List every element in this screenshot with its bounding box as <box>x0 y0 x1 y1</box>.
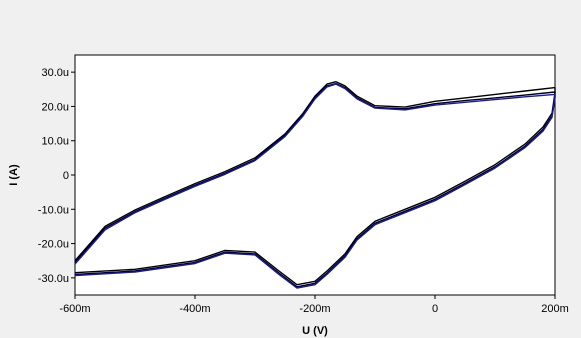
x-axis: -600m -400m -200m 0 200m <box>59 295 569 315</box>
x-axis-title: U (V) <box>302 325 328 337</box>
series-line-3 <box>74 83 556 289</box>
series-line-2 <box>74 82 556 288</box>
y-axis: 30.0u 20.0u 10.0u 0 -10.0u -20.0u -30.0u <box>38 67 75 285</box>
x-tick-label: -200m <box>299 303 330 315</box>
series-line-1 <box>74 81 556 286</box>
y-tick-label: 30.0u <box>41 67 69 79</box>
x-tick-label: 200m <box>541 303 569 315</box>
y-axis-title: I (A) <box>8 164 20 186</box>
x-tick-label: -400m <box>179 303 210 315</box>
y-tick-label: -10.0u <box>38 204 69 216</box>
y-tick-label: 10.0u <box>41 136 69 148</box>
x-tick-label: 0 <box>432 303 438 315</box>
y-tick-label: 20.0u <box>41 101 69 113</box>
y-tick-label: 0 <box>63 170 69 182</box>
x-tick-label: -600m <box>59 303 90 315</box>
y-tick-label: -30.0u <box>38 273 69 285</box>
y-tick-label: -20.0u <box>38 239 69 251</box>
series-layer <box>74 81 556 289</box>
